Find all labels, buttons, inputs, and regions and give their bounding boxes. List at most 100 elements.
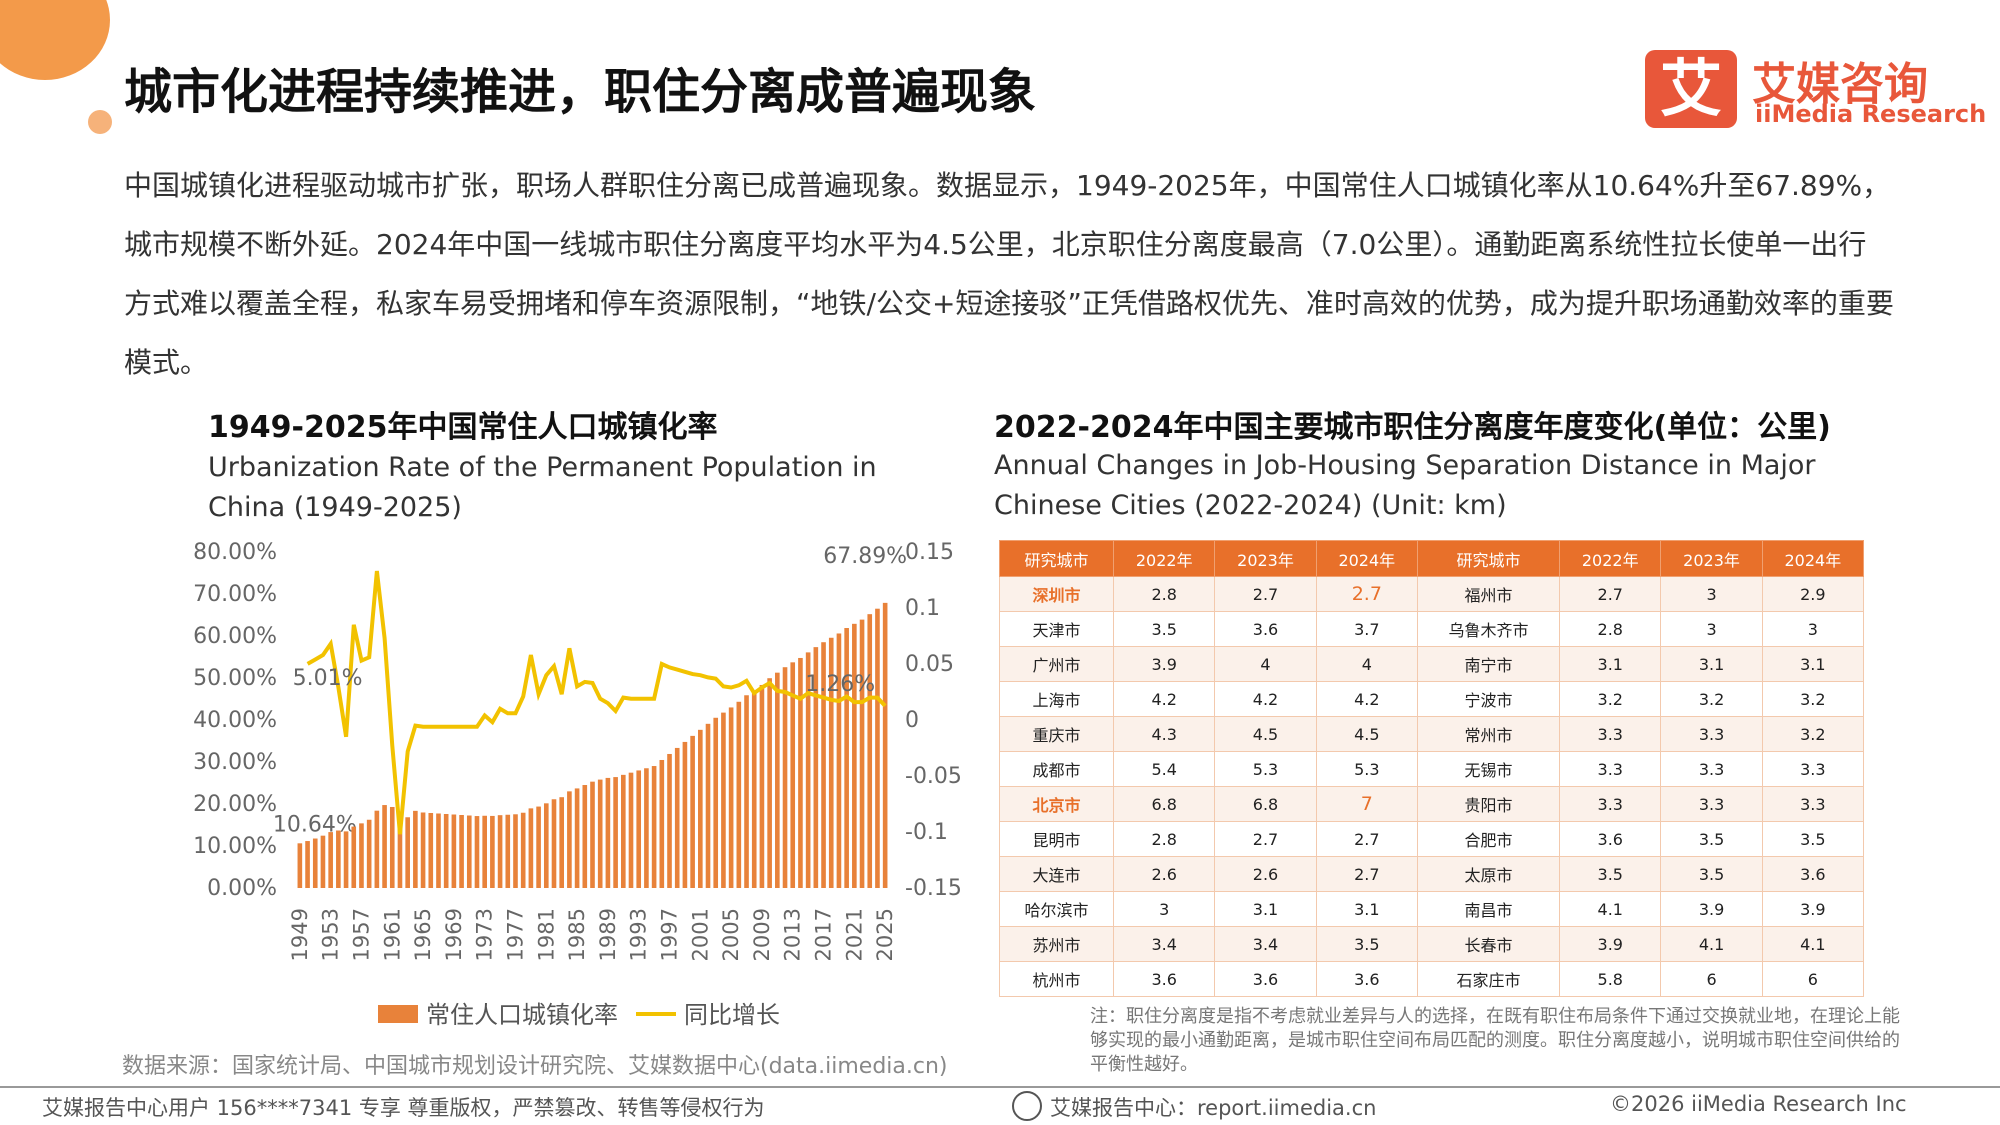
bar bbox=[775, 672, 780, 888]
row: 重庆市 4.3 4.5 4.5 常州市 3.3 3.3 3.2 bbox=[998, 716, 1865, 752]
bar bbox=[620, 774, 626, 888]
bar bbox=[821, 642, 826, 888]
cell: 3.6 bbox=[1214, 611, 1317, 647]
cell: 广州市 bbox=[998, 646, 1115, 682]
bar bbox=[867, 614, 873, 888]
bar bbox=[721, 712, 726, 888]
cell: 3.5 bbox=[1559, 856, 1662, 892]
cell: 深圳市 bbox=[998, 576, 1115, 612]
bar bbox=[366, 819, 372, 888]
cell: 6.8 bbox=[1113, 786, 1216, 822]
source: 数据来源：国家统计局、中国城市规划设计研究院、艾媒数据中心(data.iimed… bbox=[122, 1054, 948, 1079]
y2-tick-label: -0.05 bbox=[905, 764, 962, 789]
cell: 3.3 bbox=[1660, 786, 1763, 822]
cell: 3.6 bbox=[1113, 961, 1216, 997]
cell: 6.8 bbox=[1214, 786, 1317, 822]
header-cell: 2022年 bbox=[1113, 540, 1216, 577]
header-cell: 研究城市 bbox=[998, 540, 1115, 577]
header-cell: 研究城市 bbox=[1416, 540, 1561, 577]
cell: 3.3 bbox=[1559, 786, 1662, 822]
cell: 2.6 bbox=[1214, 856, 1317, 892]
cell: 3.5 bbox=[1660, 856, 1763, 892]
row: 上海市 4.2 4.2 4.2 宁波市 3.2 3.2 3.2 bbox=[998, 681, 1865, 717]
y2-tick-label: 0.05 bbox=[905, 652, 954, 677]
cell: 2.7 bbox=[1214, 821, 1317, 857]
x-tick-label: 2021 bbox=[842, 908, 866, 961]
cell: 5.8 bbox=[1559, 961, 1662, 997]
footer-right: ©2026 iiMedia Research Inc bbox=[1610, 1092, 1907, 1116]
y-tick-label: 30.00% bbox=[193, 750, 277, 775]
cell: 2.9 bbox=[1761, 576, 1865, 612]
cell: 3 bbox=[1761, 611, 1865, 647]
bar bbox=[420, 812, 426, 888]
cell: 成都市 bbox=[998, 751, 1115, 787]
cell: 2.7 bbox=[1315, 856, 1418, 892]
x-tick-label: 1973 bbox=[473, 908, 497, 961]
x-tick-label: 2009 bbox=[750, 908, 774, 961]
bar bbox=[443, 813, 449, 888]
header-cell: 2024年 bbox=[1761, 540, 1865, 577]
header-cell: 2022年 bbox=[1559, 540, 1662, 577]
cell: 合肥市 bbox=[1416, 821, 1561, 857]
cell: 上海市 bbox=[998, 681, 1115, 717]
bar bbox=[582, 785, 588, 888]
bar bbox=[505, 814, 511, 888]
cell: 7 bbox=[1315, 786, 1418, 822]
bar bbox=[713, 717, 719, 888]
bar bbox=[559, 797, 565, 888]
globe-icon bbox=[1012, 1091, 1042, 1121]
table-title: 2022-2024年中国主要城市职住分离度年度变化(单位：公里) bbox=[994, 410, 1831, 445]
bar bbox=[474, 816, 480, 888]
cell: 3.5 bbox=[1113, 611, 1216, 647]
cell: 杭州市 bbox=[998, 961, 1115, 997]
logo-cn: 艾媒咨询 bbox=[1752, 59, 1928, 110]
line bbox=[306, 570, 887, 835]
decor-dot bbox=[88, 110, 112, 134]
bar bbox=[751, 690, 757, 888]
cell: 4 bbox=[1214, 646, 1317, 682]
cell: 5.4 bbox=[1113, 751, 1216, 787]
row: 北京市 6.8 6.8 7 贵阳市 3.3 3.3 3.3 bbox=[998, 786, 1865, 822]
bar bbox=[852, 623, 857, 888]
logo-mark: 艾 bbox=[1645, 50, 1737, 128]
bar bbox=[336, 830, 341, 888]
cell: 重庆市 bbox=[998, 716, 1115, 752]
bar bbox=[682, 741, 688, 888]
cell: 4.1 bbox=[1559, 891, 1662, 927]
cell: 2.8 bbox=[1113, 576, 1216, 612]
bar bbox=[659, 759, 665, 888]
x-tick-label: 1961 bbox=[380, 908, 404, 961]
bar bbox=[490, 815, 495, 888]
chart-title: 1949-2025年中国常住人口城镇化率 bbox=[208, 410, 718, 445]
cell: 2.7 bbox=[1559, 576, 1662, 612]
cell: 3.3 bbox=[1559, 751, 1662, 787]
y-tick-label: 60.00% bbox=[193, 624, 277, 649]
y2-tick-label: -0.1 bbox=[905, 820, 948, 845]
bar bbox=[466, 815, 472, 888]
x-tick-label: 1969 bbox=[442, 908, 466, 961]
cell: 3.9 bbox=[1113, 646, 1216, 682]
cell: 乌鲁木齐市 bbox=[1416, 611, 1561, 647]
cell: 3.3 bbox=[1761, 786, 1865, 822]
bar bbox=[636, 770, 642, 888]
cell: 3.3 bbox=[1660, 751, 1763, 787]
bar bbox=[705, 723, 711, 888]
intro-paragraph: 中国城镇化进程驱动城市扩张，职场人群职住分离已成普遍现象。数据显示，1949-2… bbox=[124, 169, 1894, 379]
cell: 苏州市 bbox=[998, 926, 1115, 962]
cell: 3.1 bbox=[1761, 646, 1865, 682]
cell: 3.6 bbox=[1315, 961, 1418, 997]
cell: 4.5 bbox=[1214, 716, 1317, 752]
bar bbox=[744, 695, 749, 888]
cell: 3.1 bbox=[1660, 646, 1763, 682]
bar bbox=[844, 628, 849, 888]
bar bbox=[790, 662, 796, 888]
cell: 北京市 bbox=[998, 786, 1115, 822]
bar bbox=[297, 843, 303, 888]
row: 昆明市 2.8 2.7 2.7 合肥市 3.6 3.5 3.5 bbox=[998, 821, 1865, 857]
bar bbox=[805, 652, 811, 888]
cell: 4.3 bbox=[1113, 716, 1216, 752]
bar bbox=[397, 815, 403, 888]
bar bbox=[828, 637, 834, 888]
x-tick-label: 2025 bbox=[873, 908, 897, 961]
